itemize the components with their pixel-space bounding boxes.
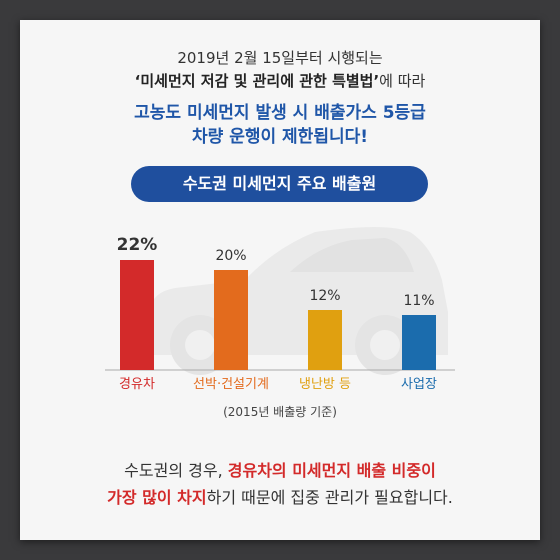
bar-2: [214, 270, 248, 370]
bar-1: [120, 260, 154, 370]
bottom-line-1-highlight: 경유차의 미세먼지 배출 비중이: [227, 461, 436, 480]
chart-title-pill: 수도권 미세먼지 주요 배출원: [131, 166, 428, 202]
bar-3: [308, 310, 342, 370]
value-label-4: 11%: [403, 293, 434, 309]
category-label-2: 선박·건설기계: [193, 377, 269, 392]
intro-line-2-rest: 에 따라: [379, 72, 426, 90]
intro-line-1: 2019년 2월 15일부터 시행되는: [177, 49, 383, 67]
intro-line-3: 고농도 미세먼지 발생 시 배출가스 5등급: [134, 103, 426, 123]
bottom-line-1-plain: 수도권의 경우,: [124, 461, 228, 480]
bottom-line-1: 수도권의 경우, 경유차의 미세먼지 배출 비중이: [0, 457, 560, 481]
bottom-line-2: 가장 많이 차지하기 때문에 집중 관리가 필요합니다.: [0, 484, 560, 508]
value-label-1: 22%: [117, 235, 158, 255]
bar-4: [402, 315, 436, 370]
value-label-2: 20%: [215, 248, 246, 264]
bottom-line-2-highlight: 가장 많이 차지: [107, 488, 207, 507]
intro-line-2: ‘미세먼지 저감 및 관리에 관한 특별법’에 따라: [0, 70, 560, 91]
value-label-3: 12%: [309, 288, 340, 304]
category-label-4: 사업장: [401, 377, 437, 392]
bottom-line-2-plain: 하기 때문에 집중 관리가 필요합니다.: [206, 488, 453, 507]
category-label-3: 냉난방 등: [299, 377, 351, 392]
chart-note: (2015년 배출량 기준): [223, 405, 337, 419]
intro-line-4: 차량 운행이 제한됩니다!: [192, 127, 368, 147]
category-label-1: 경유차: [119, 377, 155, 392]
law-name: ‘미세먼지 저감 및 관리에 관한 특별법’: [134, 72, 380, 90]
